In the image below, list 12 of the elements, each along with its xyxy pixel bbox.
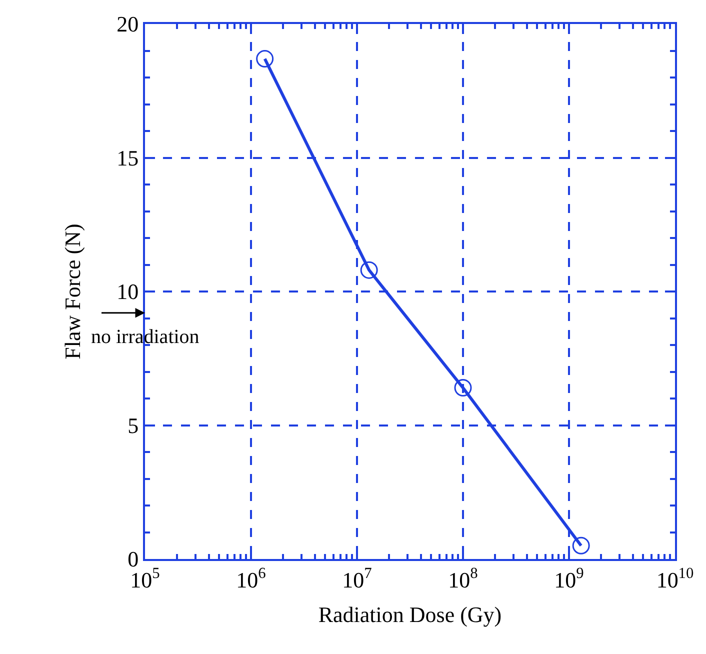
x-tick-label: 10$^{6}$: [236, 565, 266, 592]
y-tick-label: 15: [116, 145, 139, 170]
y-tick-label: 10: [116, 279, 139, 304]
y-tick-label: 20: [116, 12, 139, 37]
x-tick-label: 10$^{9}$: [554, 565, 584, 592]
x-axis-title: Radiation Dose (Gy): [318, 602, 502, 627]
x-tick-label: 10$^{7}$: [342, 565, 372, 592]
x-tick-label: 10$^{8}$: [448, 565, 478, 592]
x-tick-label: 10$^{10}$: [656, 565, 694, 592]
y-tick-label: 0: [128, 546, 139, 572]
y-axis-title: Flaw Force (N): [60, 224, 85, 360]
y-tick-label: 5: [128, 412, 139, 438]
